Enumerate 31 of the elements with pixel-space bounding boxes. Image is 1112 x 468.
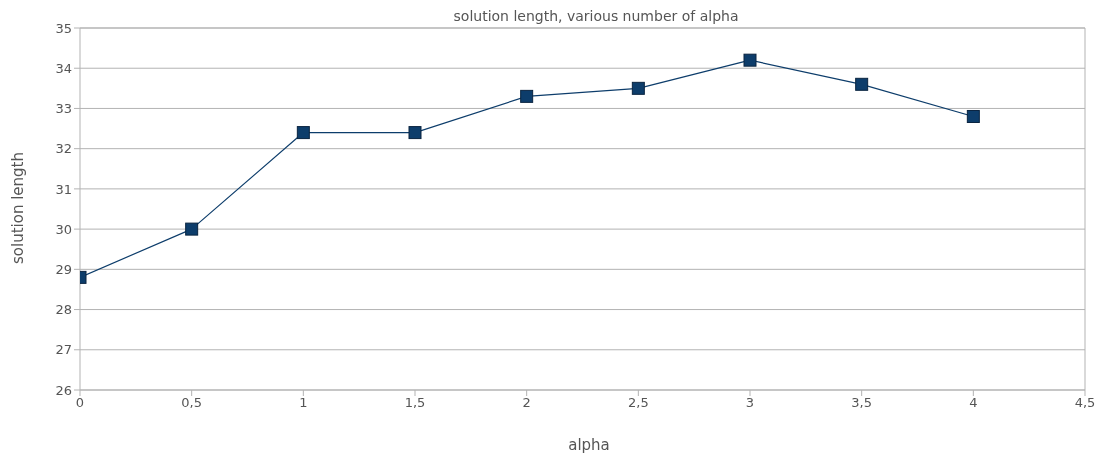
- y-tick-label: 26: [55, 382, 72, 398]
- y-tick-label: 35: [55, 20, 72, 36]
- x-tick-label: 3: [745, 395, 755, 411]
- y-tick-label: 32: [55, 141, 72, 157]
- x-tick-label: 0,5: [181, 395, 203, 411]
- chart-title: solution length, various number of alpha: [453, 8, 739, 24]
- point: [408, 126, 422, 140]
- point: [185, 222, 199, 236]
- x-tick-label: 2: [522, 395, 531, 411]
- x-tick-label: 1,5: [404, 395, 426, 411]
- y-axis-title: solution length: [9, 152, 28, 264]
- point: [966, 109, 980, 123]
- x-tick-label: 0: [75, 395, 85, 411]
- point: [743, 53, 757, 67]
- x-tick-label: 3,5: [851, 395, 873, 411]
- y-tick-label: 33: [55, 101, 72, 117]
- y-tick-label: 29: [55, 261, 72, 277]
- point: [520, 89, 534, 103]
- x-axis-title: alpha: [567, 436, 611, 454]
- x-tick-label: 4,5: [1074, 395, 1096, 411]
- point: [631, 81, 645, 95]
- y-tick-label: 30: [55, 221, 72, 237]
- x-tick-label: 1: [299, 395, 308, 411]
- y-tick-label: 34: [55, 60, 72, 76]
- x-tick-label: 2,5: [627, 395, 649, 411]
- x-tick-label: 4: [969, 395, 978, 411]
- y-tick-label: 27: [55, 342, 72, 358]
- y-tick-label: 28: [55, 302, 72, 318]
- y-tick-label: 31: [55, 181, 72, 197]
- point: [855, 77, 869, 91]
- point: [296, 126, 310, 140]
